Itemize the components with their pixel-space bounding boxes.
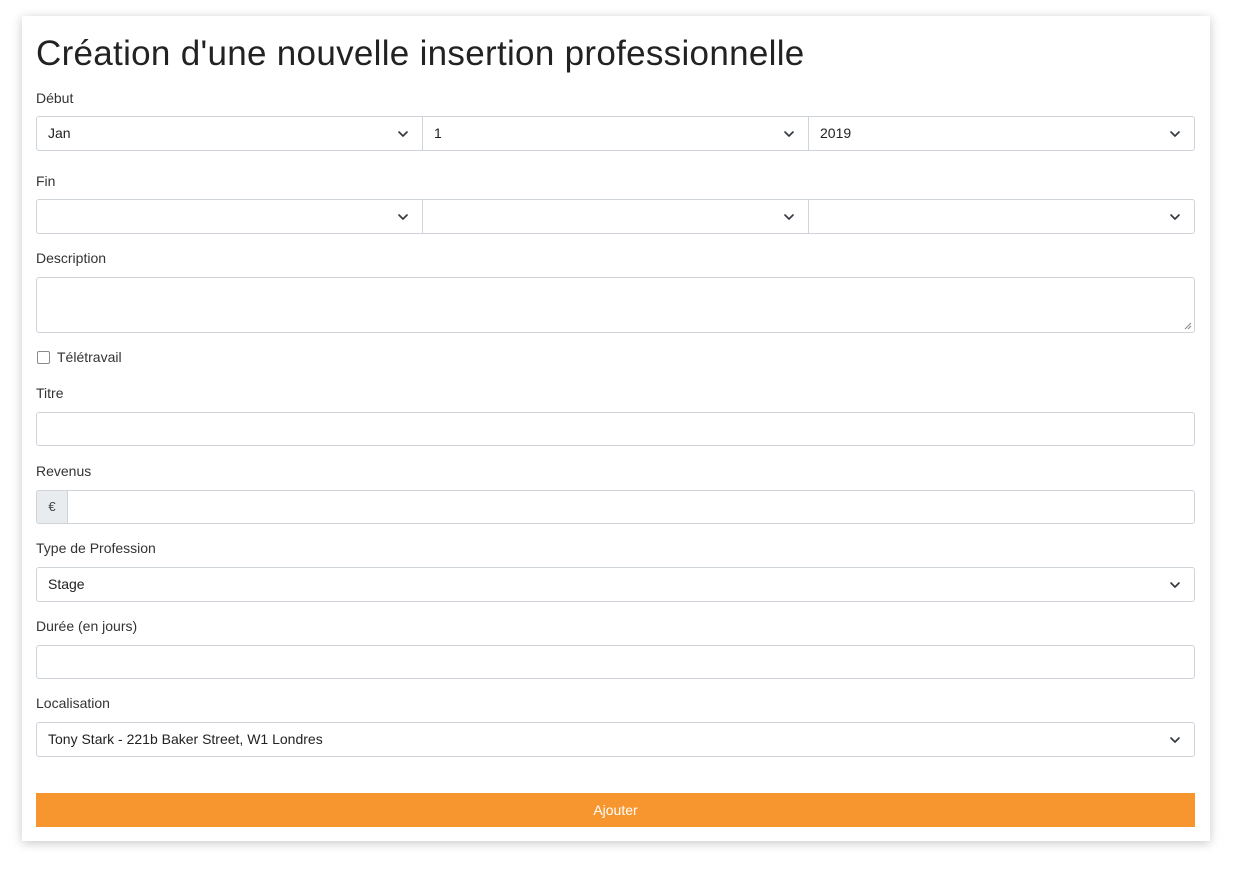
start-year-value: 2019 — [820, 125, 852, 141]
remote-checkbox[interactable] — [37, 351, 50, 364]
chevron-down-icon — [784, 131, 794, 137]
chevron-down-icon — [1170, 131, 1180, 137]
start-day-select[interactable]: 1 — [422, 116, 809, 151]
currency-addon: € — [36, 490, 68, 524]
start-month-value: Jan — [48, 125, 71, 141]
end-month-select[interactable] — [36, 199, 423, 234]
profession-type-label: Type de Profession — [36, 540, 156, 556]
location-select[interactable]: Tony Stark - 221b Baker Street, W1 Londr… — [36, 722, 1195, 757]
description-label: Description — [36, 250, 107, 266]
location-label: Localisation — [36, 695, 110, 711]
chevron-down-icon — [1170, 214, 1180, 220]
start-day-value: 1 — [434, 125, 442, 141]
chevron-down-icon — [398, 131, 408, 137]
start-month-select[interactable]: Jan — [36, 116, 423, 151]
duration-label: Durée (en jours) — [36, 618, 138, 634]
description-textarea[interactable] — [36, 277, 1195, 333]
end-date-label: Fin — [36, 173, 56, 189]
start-date-label: Début — [36, 90, 74, 106]
profession-type-value: Stage — [48, 576, 85, 592]
chevron-down-icon — [784, 214, 794, 220]
job-title-label: Titre — [36, 385, 64, 401]
end-year-select[interactable] — [808, 199, 1195, 234]
income-input[interactable] — [67, 490, 1195, 524]
chevron-down-icon — [1170, 582, 1180, 588]
add-button[interactable]: Ajouter — [36, 793, 1195, 827]
chevron-down-icon — [1170, 737, 1180, 743]
resize-handle-icon[interactable] — [1184, 322, 1192, 330]
profession-type-select[interactable]: Stage — [36, 567, 1195, 602]
location-value: Tony Stark - 221b Baker Street, W1 Londr… — [48, 731, 323, 747]
remote-label[interactable]: Télétravail — [57, 349, 122, 365]
page-title: Création d'une nouvelle insertion profes… — [36, 34, 805, 73]
duration-input[interactable] — [36, 645, 1195, 679]
chevron-down-icon — [398, 214, 408, 220]
job-title-input[interactable] — [36, 412, 1195, 446]
start-year-select[interactable]: 2019 — [808, 116, 1195, 151]
end-day-select[interactable] — [422, 199, 809, 234]
income-label: Revenus — [36, 463, 92, 479]
form-card: Création d'une nouvelle insertion profes… — [22, 16, 1210, 841]
